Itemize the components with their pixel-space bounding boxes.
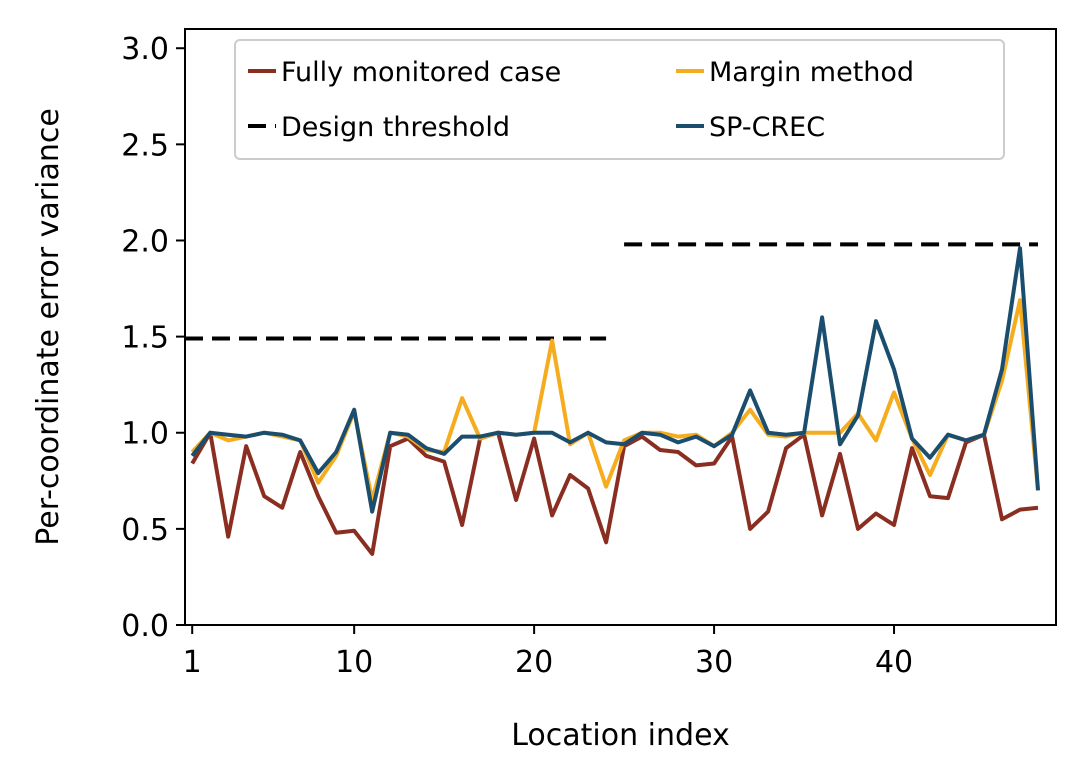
y-tick-label: 2.0 [121,224,169,259]
y-tick-label: 1.0 [121,417,169,452]
y-tick-label: 0.5 [121,513,169,548]
x-tick-label: 40 [875,645,913,680]
y-tick-label: 2.5 [121,128,169,163]
series-line-fully-monitored-case [190,430,1039,556]
legend-label: Fully monitored case [281,57,561,88]
series-line-sp-crec [190,246,1040,514]
x-tick-label: 20 [515,645,553,680]
legend: Fully monitored case Margin method Design … [234,39,1005,160]
x-axis-title: Location index [511,718,730,753]
series-line-margin-method [190,298,1040,502]
legend-label: Margin method [709,57,914,88]
legend-label: SP-CREC [709,112,825,143]
legend-box [234,39,1005,160]
x-tick-label: 30 [695,645,733,680]
x-tick-label: 1 [183,645,202,680]
legend-label: Design threshold [281,112,510,143]
y-axis-title: Per-coordinate error variance [31,108,66,546]
x-axis: 1 10 20 30 40 [183,625,913,680]
plot-area [185,242,1040,556]
plot-frame [184,28,1057,626]
y-axis: 0.0 0.5 1.0 1.5 2.0 2.5 3.0 [121,32,185,644]
y-tick-label: 3.0 [121,32,169,67]
y-tick-label: 1.5 [121,321,169,356]
x-tick-label: 10 [335,645,373,680]
y-tick-label: 0.0 [121,609,169,644]
